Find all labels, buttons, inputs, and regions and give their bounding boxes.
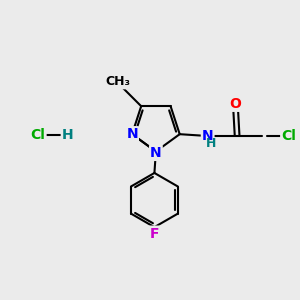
Text: Cl: Cl [31, 128, 46, 142]
Text: H: H [206, 137, 217, 150]
Text: O: O [230, 97, 242, 111]
Text: H: H [62, 128, 74, 142]
Text: N: N [126, 127, 138, 141]
Text: N: N [150, 146, 162, 160]
Text: F: F [150, 226, 159, 241]
Text: CH₃: CH₃ [106, 75, 131, 88]
Text: Cl: Cl [281, 129, 296, 143]
Text: N: N [202, 129, 214, 143]
